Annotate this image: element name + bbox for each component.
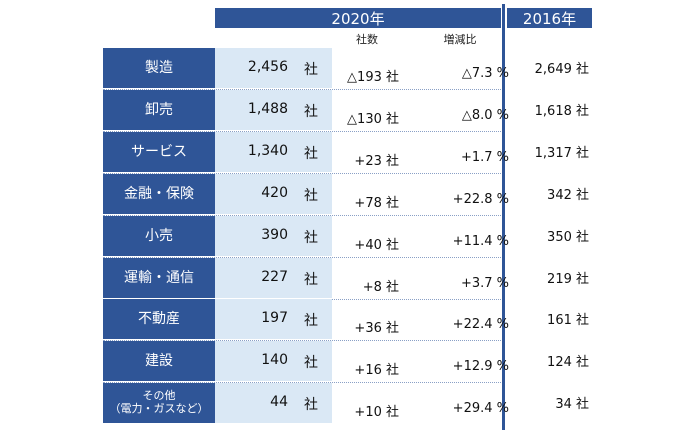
value-2020: 390 [261, 227, 288, 243]
value-2020-cell: 44 社 [215, 383, 332, 423]
value-2020-cell: 140 社 [215, 341, 332, 381]
unit-label: 社 [304, 146, 318, 162]
value-2016: 219 社 [547, 272, 589, 287]
value-2020: 1,340 [247, 143, 288, 159]
industry-label: サービス [103, 132, 215, 172]
value-2016: 2,649 社 [534, 62, 589, 77]
diff-count: +16 社 [354, 363, 399, 378]
value-2020-cell: 197 社 [215, 299, 332, 339]
value-2016: 124 社 [547, 355, 589, 370]
unit-label: 社 [304, 230, 318, 246]
diff-count: +10 社 [354, 405, 399, 420]
unit-label: 社 [304, 188, 318, 204]
unit-label: 社 [304, 104, 318, 120]
table-row: サービス 1,340 社 +23 社 +1.7 % 1,317 社 [103, 132, 599, 172]
value-2020: 44 [270, 394, 288, 410]
diff-rate: +3.7 % [460, 276, 509, 291]
industry-label: 運輸・通信 [103, 258, 215, 298]
unit-label: 社 [304, 272, 318, 288]
diff-rate: +22.8 % [452, 192, 509, 207]
table-row: その他 （電力・ガスなど） 44 社 +10 社 +29.4 % 34 社 [103, 383, 599, 423]
value-2020-cell: 1,488 社 [215, 90, 332, 130]
row-separator [103, 257, 501, 258]
table-row: 運輸・通信 227 社 +8 社 +3.7 % 219 社 [103, 258, 599, 298]
unit-label: 社 [304, 397, 318, 413]
subheader-count: 社数 [356, 33, 378, 46]
unit-label: 社 [304, 355, 318, 371]
value-2020: 227 [261, 269, 288, 285]
diff-count: +8 社 [362, 280, 399, 295]
value-2020-cell: 2,456 社 [215, 48, 332, 88]
table-row: 製造 2,456 社 △193 社 △7.3 % 2,649 社 [103, 48, 599, 88]
value-2020: 2,456 [247, 59, 288, 75]
row-separator [103, 382, 501, 383]
value-2016: 1,317 社 [534, 146, 589, 161]
value-2020: 1,488 [247, 101, 288, 117]
diff-count: △193 社 [347, 70, 399, 85]
diff-rate: +11.4 % [452, 234, 509, 249]
header-2016: 2016年 [507, 8, 592, 28]
table-row: 金融・保険 420 社 +78 社 +22.8 % 342 社 [103, 174, 599, 214]
diff-rate: +12.9 % [452, 359, 509, 374]
unit-label: 社 [304, 62, 318, 78]
value-2016: 161 社 [547, 313, 589, 328]
table-row: 不動産 197 社 +36 社 +22.4 % 161 社 [103, 299, 599, 339]
diff-count: +23 社 [354, 154, 399, 169]
industry-label: 製造 [103, 48, 215, 88]
diff-count: +40 社 [354, 238, 399, 253]
unit-label: 社 [304, 313, 318, 329]
row-separator [103, 215, 501, 216]
value-2020: 197 [261, 310, 288, 326]
subheader-change: 増減比 [443, 33, 477, 46]
value-2020: 140 [261, 352, 288, 368]
row-separator [103, 89, 501, 90]
value-2020-cell: 420 社 [215, 174, 332, 214]
industry-label: 小売 [103, 216, 215, 256]
table-row: 建設 140 社 +16 社 +12.9 % 124 社 [103, 341, 599, 381]
diff-rate: +29.4 % [452, 401, 509, 416]
table-row: 卸売 1,488 社 △130 社 △8.0 % 1,618 社 [103, 90, 599, 130]
diff-rate: △7.3 % [461, 66, 509, 81]
industry-label: 卸売 [103, 90, 215, 130]
value-2020-cell: 1,340 社 [215, 132, 332, 172]
value-2016: 1,618 社 [534, 104, 589, 119]
diff-count: +78 社 [354, 196, 399, 211]
industry-label: 金融・保険 [103, 174, 215, 214]
value-2020-cell: 390 社 [215, 216, 332, 256]
industry-label: その他 （電力・ガスなど） [103, 383, 215, 423]
row-separator [103, 340, 501, 341]
value-2020-cell: 227 社 [215, 258, 332, 298]
diff-rate: △8.0 % [461, 108, 509, 123]
diff-count: △130 社 [347, 112, 399, 127]
table-row: 小売 390 社 +40 社 +11.4 % 350 社 [103, 216, 599, 256]
value-2016: 350 社 [547, 230, 589, 245]
column-divider [502, 4, 505, 430]
diff-count: +36 社 [354, 321, 399, 336]
industry-label: 不動産 [103, 299, 215, 339]
industry-label: 建設 [103, 341, 215, 381]
row-separator [103, 173, 501, 174]
row-separator [103, 131, 501, 132]
value-2020: 420 [261, 185, 288, 201]
header-2020: 2020年 [215, 8, 501, 28]
value-2016: 34 社 [555, 397, 589, 412]
diff-rate: +22.4 % [452, 317, 509, 332]
value-2016: 342 社 [547, 188, 589, 203]
diff-rate: +1.7 % [460, 150, 509, 165]
